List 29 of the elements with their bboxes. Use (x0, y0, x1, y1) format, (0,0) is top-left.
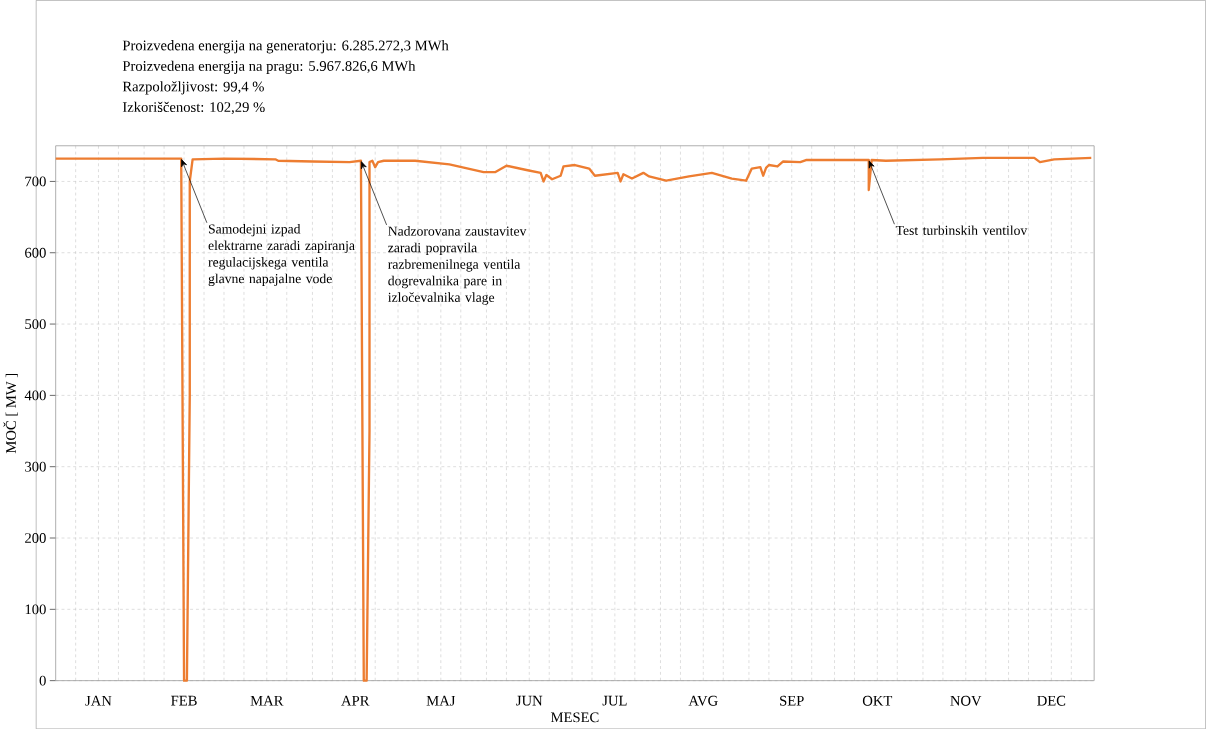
y-tick-label: 0 (39, 675, 46, 686)
x-tick-label: SEP (780, 695, 804, 706)
y-tick-label: 300 (25, 461, 46, 472)
y-tick-label: 600 (25, 247, 46, 258)
y-tick-label: 200 (25, 532, 46, 543)
annotation: Nadzorovana zaustavitev zaradi popravila razbremenilnega ventila dogrevalnika pare in izločevalnika vlage (388, 225, 527, 305)
x-tick-label: OKT (862, 695, 893, 706)
x-axis-title: MESEC (550, 712, 599, 723)
x-tick-label: NOV (950, 695, 982, 706)
x-tick-label: APR (341, 695, 370, 706)
y-axis-title: MOČ [ MW ] (3, 373, 18, 454)
x-tick-label: JUL (602, 695, 627, 706)
y-tick-label: 500 (25, 319, 46, 329)
x-tick-label: FEB (171, 695, 197, 706)
x-tick-label: JUN (516, 695, 543, 706)
annotation: Samodejni izpad elektrarne zaradi zapiranja regulacijskega ventila glavne napajalne vode (208, 223, 355, 286)
y-tick-label: 400 (24, 390, 46, 401)
x-tick-label: JAN (85, 695, 112, 706)
x-tick-label: MAJ (426, 695, 456, 706)
y-tick-label: 700 (25, 176, 46, 187)
x-tick-label: AVG (688, 695, 718, 706)
x-tick-label: MAR (250, 695, 284, 706)
text: Proizvedena energija na pragu: 5.967.826,6 MWh (122, 60, 416, 74)
x-tick-label: DEC (1037, 695, 1066, 706)
y-tick-label: 100 (25, 604, 46, 615)
text: Razpoložljivost: 99,4 % (122, 81, 264, 95)
text: Proizvedena energija na generatorju: 6.285.272,3 MWh (122, 40, 449, 54)
text: Izkoriščenost: 102,29 % (122, 101, 265, 114)
annotation: Test turbinskih ventilov (895, 225, 1028, 235)
